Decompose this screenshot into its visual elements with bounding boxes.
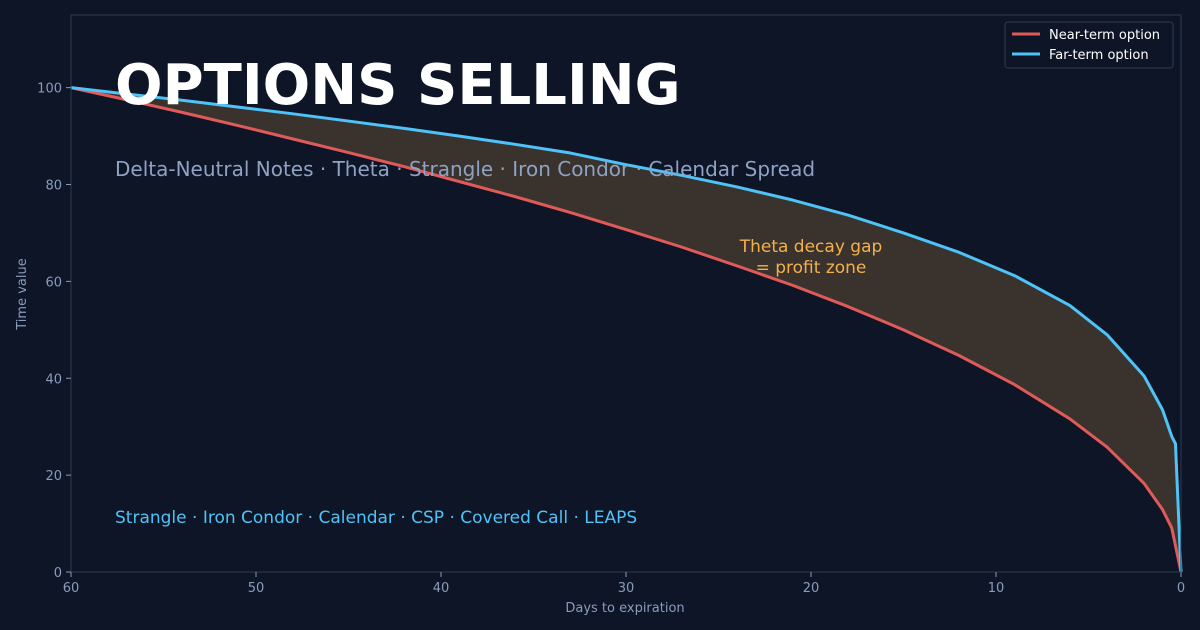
chart-title: OPTIONS SELLING xyxy=(115,53,681,118)
y-tick-label: 0 xyxy=(54,566,62,581)
legend-box xyxy=(1004,21,1174,69)
chart-subtitle: Delta-Neutral Notes · Theta · Strangle ·… xyxy=(115,157,815,181)
fill-layer xyxy=(71,87,1181,573)
x-axis-label: Days to expiration xyxy=(565,601,684,616)
legend-label-near: Near-term option xyxy=(1049,28,1160,43)
y-tick-label: 100 xyxy=(37,82,62,97)
footer-note: Strangle · Iron Condor · Calendar · CSP … xyxy=(115,508,637,528)
y-tick-label: 80 xyxy=(45,179,62,194)
y-tick-label: 60 xyxy=(45,275,62,290)
y-tick-label: 20 xyxy=(45,469,62,484)
x-tick-label: 30 xyxy=(618,581,635,596)
text-layer: OPTIONS SELLING Delta-Neutral Notes · Th… xyxy=(15,53,882,616)
x-tick-label: 40 xyxy=(433,581,450,596)
theta-gap-fill xyxy=(71,87,1181,573)
x-tick-label: 10 xyxy=(988,581,1005,596)
line-layer xyxy=(70,86,1183,573)
y-axis-label: Time value xyxy=(15,258,30,330)
annotation-line-1: Theta decay gap xyxy=(739,237,883,257)
near-term-line xyxy=(70,86,1183,573)
legend: Near-term option Far-term option xyxy=(1004,21,1174,69)
x-tick-label: 0 xyxy=(1177,581,1185,596)
annotation-line-2: = profit zone xyxy=(756,258,867,278)
x-tick-label: 60 xyxy=(63,581,80,596)
x-tick-label: 20 xyxy=(803,581,820,596)
legend-label-far: Far-term option xyxy=(1049,48,1149,63)
x-tick-label: 50 xyxy=(248,581,265,596)
y-tick-label: 40 xyxy=(45,372,62,387)
far-term-line xyxy=(70,86,1183,573)
